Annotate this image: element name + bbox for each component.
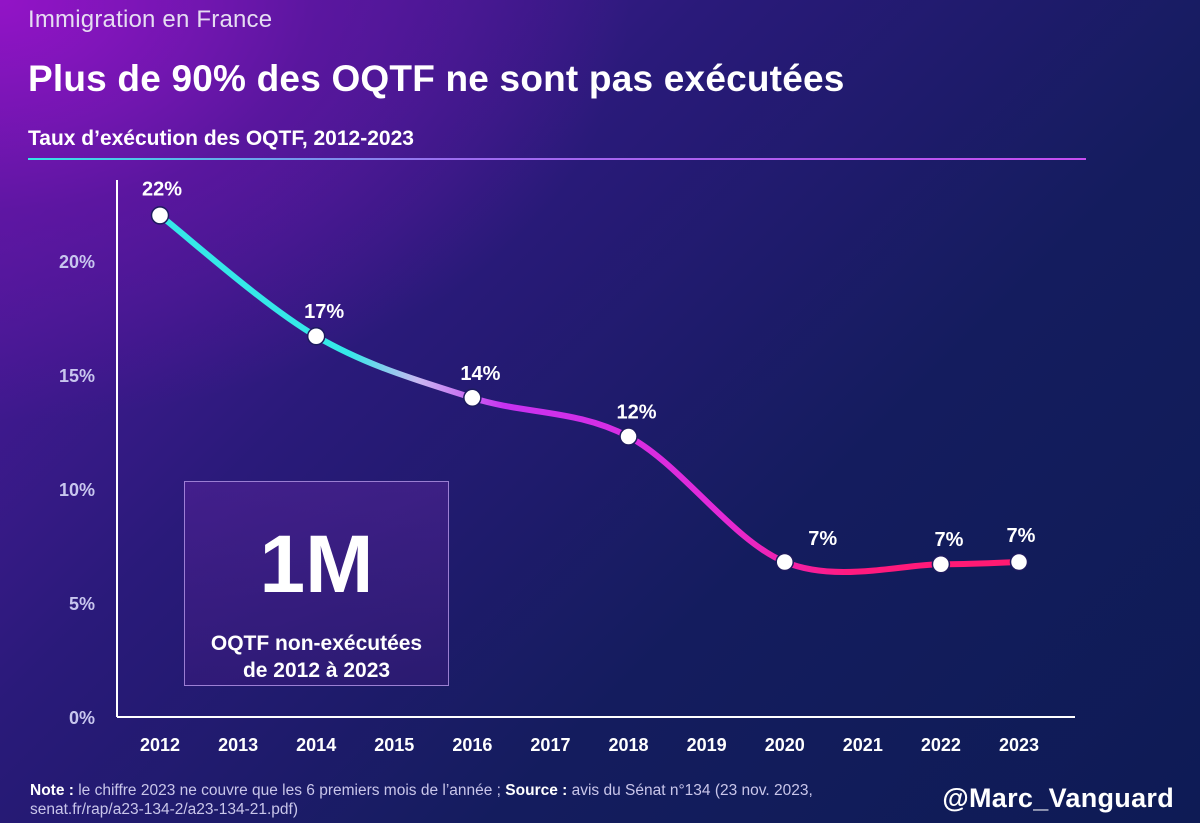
data-point (306, 326, 326, 346)
data-label: 7% (808, 528, 837, 550)
source-label: Source : (505, 782, 568, 799)
x-tick-label: 2017 (530, 735, 570, 755)
data-label: 7% (1007, 525, 1036, 547)
author-handle[interactable]: @Marc_Vanguard (942, 783, 1174, 813)
x-tick-label: 2021 (843, 735, 883, 755)
kpi-callout: 1M OQTF non-exécutées de 2012 à 2023 (184, 481, 449, 686)
data-label: 22% (142, 178, 182, 200)
data-point (1009, 552, 1029, 572)
y-tick-label: 10% (59, 480, 95, 500)
axis-ticks: 0% 5% 10% 15% 20% 2012 2013 2014 2015 2016 2017 201… (59, 252, 1039, 755)
x-tick-label: 2018 (609, 735, 649, 755)
data-point (775, 552, 794, 572)
data-point (931, 554, 951, 574)
axes (116, 180, 1075, 718)
y-tick-label: 5% (69, 594, 95, 614)
data-point (150, 206, 170, 225)
x-tick-label: 2015 (374, 735, 414, 755)
eyebrow-title: Immigration en France (28, 6, 273, 33)
data-point (463, 388, 482, 408)
kpi-label-line2: de 2012 à 2023 (242, 659, 391, 682)
data-label: 12% (617, 402, 657, 424)
series (157, 212, 1022, 576)
kpi-label: OQTF non-exécutées de 2012 à 2023 (185, 630, 448, 684)
kpi-label-line1: OQTF non-exécutées (210, 632, 423, 655)
markers: 22% 17% 14% 12% 7% 7% 7% (142, 178, 1036, 574)
x-tick-label: 2012 (140, 735, 180, 755)
data-label: 7% (934, 529, 963, 551)
x-tick-label: 2013 (218, 735, 258, 755)
kpi-value: 1M (259, 519, 374, 610)
y-tick-label: 20% (59, 252, 95, 272)
y-tick-label: 15% (59, 366, 95, 386)
data-label: 14% (460, 363, 500, 385)
x-tick-label: 2023 (999, 735, 1039, 755)
y-tick-label: 0% (69, 708, 95, 728)
data-point (619, 427, 638, 446)
source-text: avis du Sénat n°134 (23 nov. 2023, (567, 782, 813, 799)
series-line (157, 212, 1022, 576)
x-tick-label: 2019 (687, 735, 727, 755)
x-tick-label: 2022 (921, 735, 961, 755)
data-label: 17% (304, 301, 344, 323)
note-label: Note : (30, 782, 74, 799)
title-divider (28, 158, 1086, 160)
footnote: Note : le chiffre 2023 ne couvre que les… (30, 781, 890, 819)
x-tick-label: 2020 (765, 735, 805, 755)
x-tick-label: 2016 (452, 735, 492, 755)
note-text: le chiffre 2023 ne couvre que les 6 prem… (73, 782, 506, 799)
page-title: Plus de 90% des OQTF ne sont pas exécuté… (28, 58, 845, 99)
source-url[interactable]: senat.fr/rap/a23-134-2/a23-134-21.pdf) (30, 801, 298, 818)
chart-title: Taux d’exécution des OQTF, 2012-2023 (28, 127, 414, 150)
x-tick-label: 2014 (296, 735, 336, 755)
